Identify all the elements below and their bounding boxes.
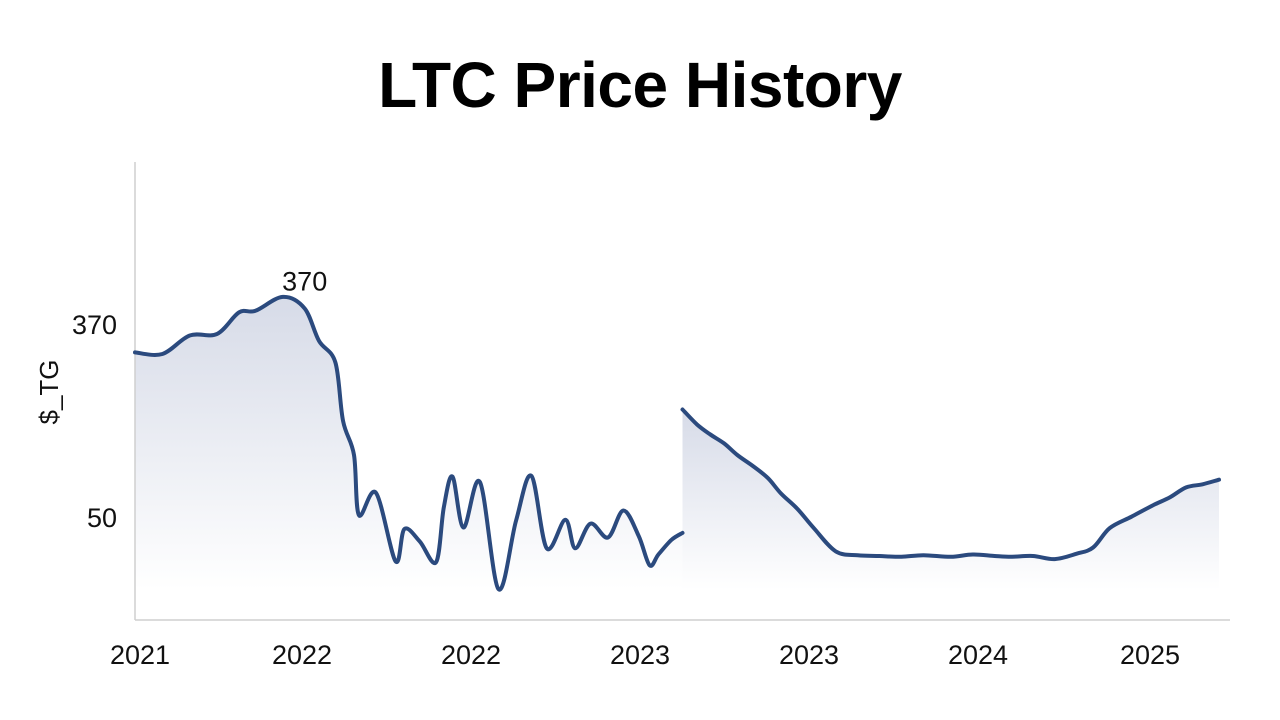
y-axis-label: $_TG bbox=[34, 359, 64, 424]
x-tick-label-4: 2023 bbox=[779, 640, 839, 670]
series-1-area bbox=[135, 296, 683, 590]
y-ticks: 370 50 bbox=[72, 310, 117, 533]
y-tick-label-1: 50 bbox=[87, 503, 117, 533]
x-tick-label-2: 2022 bbox=[441, 640, 501, 670]
y-tick-label-0: 370 bbox=[72, 310, 117, 340]
series-2-area bbox=[682, 409, 1219, 590]
x-tick-label-5: 2024 bbox=[948, 640, 1008, 670]
data-label-0: 370 bbox=[282, 267, 327, 297]
series-lines bbox=[133, 294, 1221, 592]
x-tick-label-6: 2025 bbox=[1120, 640, 1180, 670]
annotations: 370 bbox=[282, 267, 327, 297]
x-tick-label-0: 2021 bbox=[110, 640, 170, 670]
x-tick-label-3: 2023 bbox=[610, 640, 670, 670]
area-fills bbox=[135, 296, 1219, 590]
x-ticks: 2021 2022 2022 2023 2023 2024 2025 bbox=[110, 640, 1180, 670]
chart-title: LTC Price History bbox=[378, 49, 902, 121]
series-2-line bbox=[680, 407, 1221, 562]
x-tick-label-1: 2022 bbox=[272, 640, 332, 670]
